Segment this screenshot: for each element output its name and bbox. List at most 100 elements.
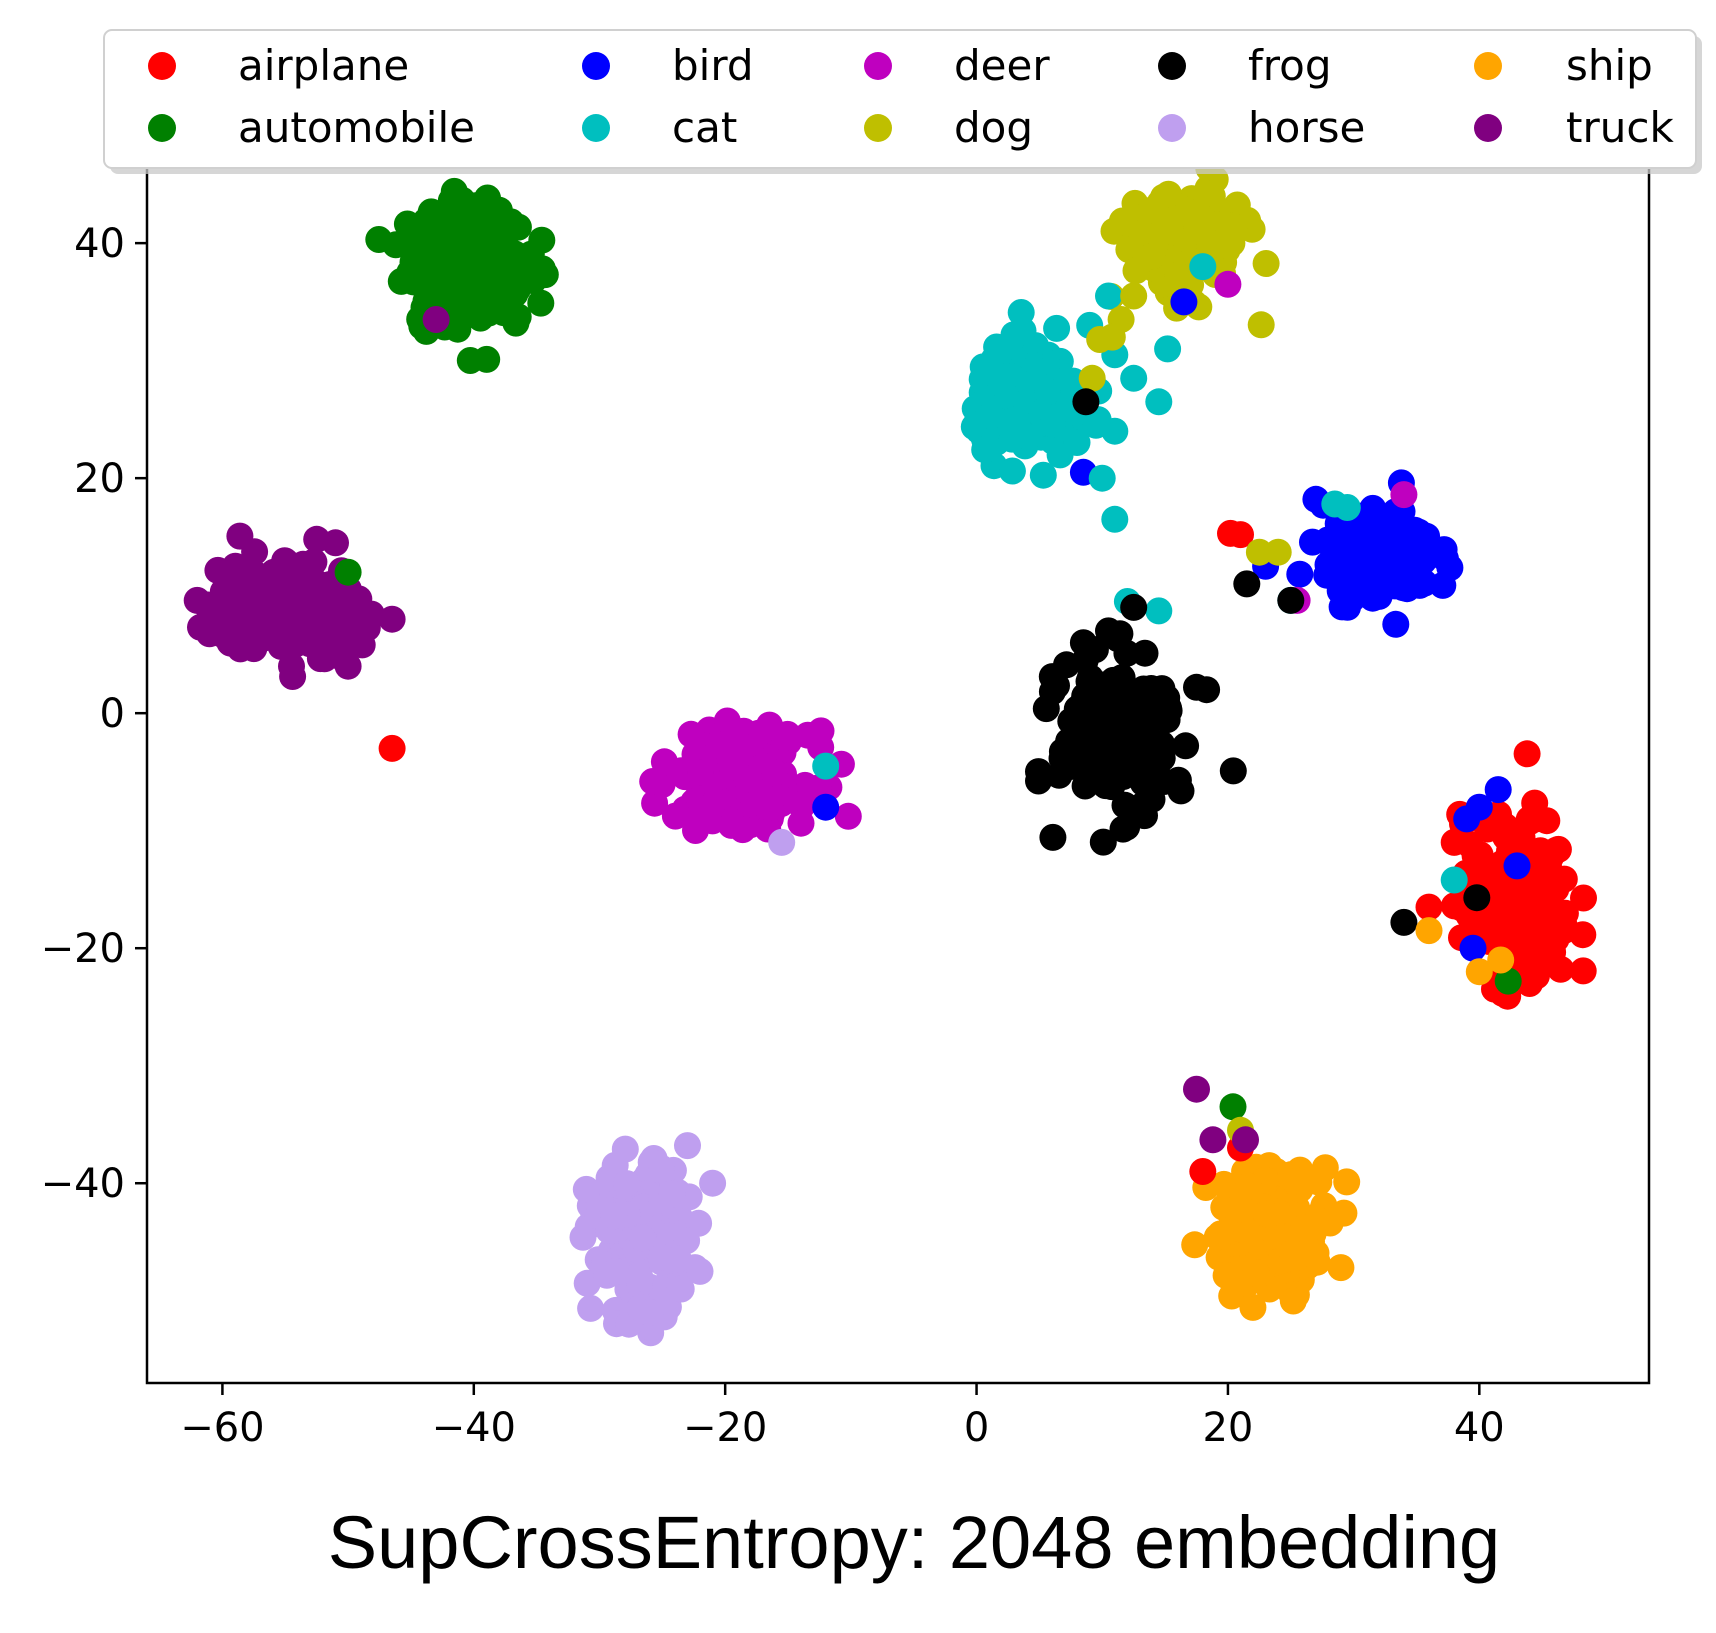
- point-deer: [1390, 481, 1418, 509]
- point-frog: [1233, 570, 1261, 598]
- point-bird: [1406, 571, 1434, 599]
- point-frog: [1120, 593, 1148, 621]
- point-cat: [1008, 318, 1036, 346]
- point-horse: [626, 1264, 654, 1292]
- point-dog: [1122, 257, 1150, 285]
- point-bird: [812, 793, 840, 821]
- point-automobile: [528, 255, 556, 283]
- point-frog: [1089, 828, 1117, 856]
- point-deer: [834, 802, 862, 830]
- point-horse: [572, 1175, 600, 1203]
- point-ship: [1327, 1254, 1355, 1282]
- point-automobile: [470, 285, 498, 313]
- point-bird: [1429, 571, 1457, 599]
- point-truck: [422, 306, 450, 333]
- point-cat: [1034, 378, 1061, 406]
- y-axis: −40 −20 0 20 40: [41, 221, 147, 1207]
- x-axis: −60 −40 −20 0 20 40: [180, 1383, 1505, 1451]
- legend-label-bird: bird: [672, 41, 754, 90]
- point-cat: [1043, 314, 1071, 342]
- point-horse: [686, 1257, 714, 1285]
- point-deer: [639, 768, 667, 795]
- point-ship: [1279, 1245, 1307, 1273]
- point-automobile: [410, 214, 438, 242]
- point-dog: [1245, 538, 1273, 566]
- point-cat: [1007, 299, 1035, 326]
- point-bird: [1453, 805, 1481, 833]
- point-bird: [1328, 593, 1356, 621]
- point-dog: [1137, 196, 1165, 224]
- point-deer: [688, 795, 716, 823]
- point-ship: [1465, 958, 1493, 986]
- point-bird: [1459, 934, 1487, 962]
- point-deer: [771, 724, 799, 752]
- legend-label-deer: deer: [954, 41, 1050, 90]
- point-ship: [1333, 1168, 1361, 1196]
- legend-marker-ship: [1474, 52, 1502, 80]
- point-deer: [723, 743, 751, 771]
- point-cat: [1095, 282, 1122, 310]
- point-horse: [674, 1132, 701, 1160]
- point-deer: [753, 779, 781, 807]
- point-frog: [1131, 802, 1158, 830]
- point-cat: [1333, 494, 1361, 521]
- point-airplane: [1522, 805, 1550, 833]
- point-cat: [1101, 417, 1129, 445]
- legend-marker-dog: [864, 114, 892, 142]
- legend-marker-bird: [582, 52, 610, 80]
- point-airplane: [1516, 970, 1544, 997]
- point-truck: [260, 558, 288, 586]
- point-dog: [1247, 311, 1275, 339]
- point-cat: [1145, 597, 1173, 625]
- point-ship: [1252, 1200, 1280, 1228]
- point-cat: [1088, 464, 1116, 492]
- point-cat: [1101, 505, 1129, 533]
- point-ship: [1228, 1195, 1255, 1223]
- point-deer: [1214, 270, 1242, 298]
- point-dog: [1120, 282, 1148, 310]
- point-airplane: [1528, 899, 1556, 927]
- point-frog: [1277, 586, 1305, 614]
- point-cat: [986, 369, 1014, 397]
- point-frog: [1045, 761, 1073, 789]
- legend-label-frog: frog: [1248, 41, 1332, 90]
- point-dog: [1155, 180, 1182, 208]
- point-automobile: [440, 177, 468, 205]
- y-tick-label: 20: [74, 456, 125, 502]
- point-frog: [1039, 823, 1067, 851]
- point-frog: [1113, 705, 1141, 733]
- point-horse: [628, 1224, 656, 1252]
- point-truck: [204, 556, 232, 584]
- point-airplane: [1227, 521, 1254, 549]
- point-truck: [1199, 1126, 1227, 1154]
- point-cat: [969, 353, 997, 381]
- point-horse: [648, 1154, 676, 1182]
- point-frog: [1131, 639, 1159, 667]
- point-cat: [976, 402, 1004, 429]
- legend-marker-truck: [1474, 114, 1502, 142]
- point-airplane: [1541, 923, 1569, 950]
- x-tick-label: −60: [180, 1405, 264, 1451]
- point-cat: [1145, 388, 1173, 416]
- point-ship: [1311, 1154, 1339, 1182]
- point-truck: [183, 586, 211, 614]
- point-truck: [378, 605, 406, 633]
- point-dog: [1115, 236, 1143, 264]
- point-ship: [1239, 1293, 1267, 1321]
- point-deer: [687, 759, 714, 786]
- point-dog: [1264, 538, 1292, 566]
- legend-label-ship: ship: [1566, 41, 1653, 90]
- point-frog: [1463, 884, 1491, 912]
- point-truck: [288, 610, 315, 638]
- point-frog: [1148, 730, 1176, 758]
- point-ship: [1212, 1262, 1240, 1289]
- point-automobile: [1219, 1093, 1247, 1121]
- point-dog: [1155, 217, 1183, 245]
- point-dog: [1100, 217, 1128, 245]
- point-ship: [1235, 1172, 1263, 1200]
- point-bird: [1379, 510, 1407, 538]
- point-ship: [1284, 1167, 1312, 1195]
- legend-label-automobile: automobile: [238, 103, 475, 152]
- point-airplane: [1189, 1158, 1217, 1185]
